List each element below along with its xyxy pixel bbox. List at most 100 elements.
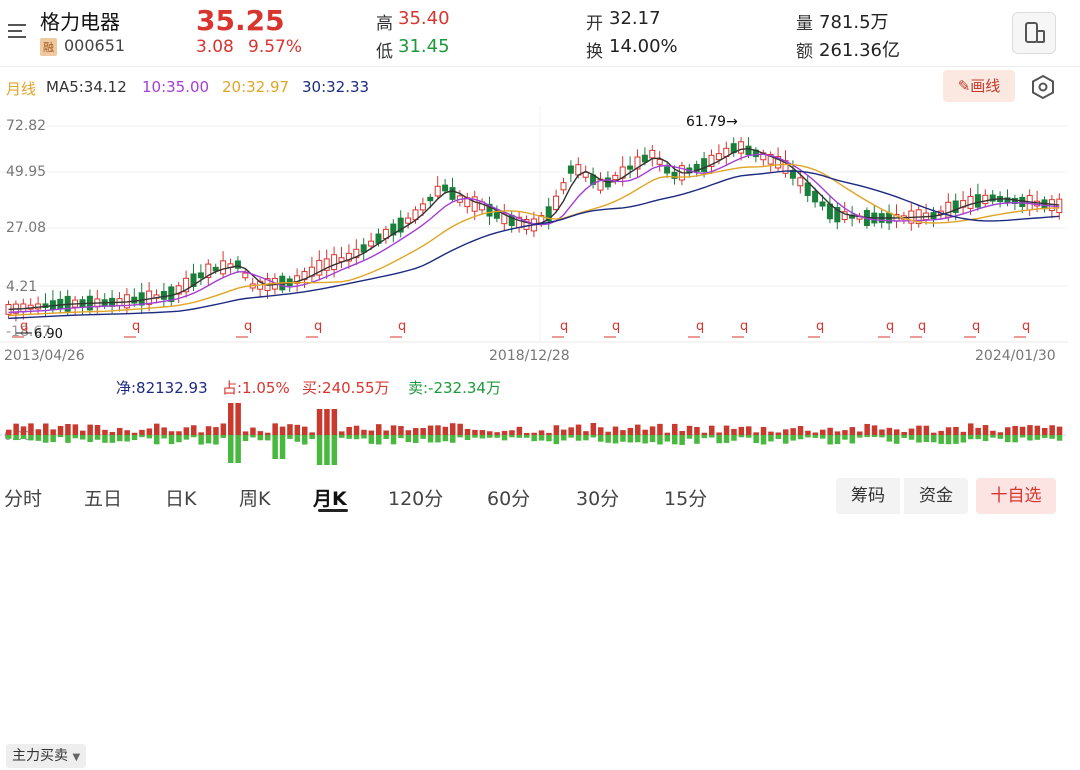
flow-bar-down bbox=[908, 435, 915, 440]
flow-bar-up bbox=[80, 430, 86, 435]
tab-minute[interactable]: 分时 bbox=[4, 488, 43, 510]
event-marker[interactable]: q bbox=[740, 319, 748, 334]
stock-name: 格力电器 bbox=[40, 10, 120, 34]
candle-body bbox=[323, 258, 330, 271]
flow-bar-up bbox=[916, 425, 922, 435]
flow-bar-up bbox=[894, 429, 900, 435]
tab-weekly-k[interactable]: 周K bbox=[239, 488, 271, 510]
capital-flow-chart: 0.00 bbox=[0, 403, 1068, 465]
flow-bar-up bbox=[109, 431, 116, 435]
flow-bar-up bbox=[442, 426, 449, 435]
candle-body bbox=[560, 182, 567, 191]
x-tick-mid: 2018/12/28 bbox=[489, 348, 570, 364]
event-marker[interactable]: q bbox=[244, 319, 252, 334]
max-price-annotation: 61.79→ bbox=[686, 114, 738, 130]
flow-bar-down bbox=[694, 435, 700, 444]
flow-bar-down bbox=[657, 435, 663, 445]
period-label[interactable]: 月线 bbox=[6, 80, 37, 98]
flow-bar-down bbox=[353, 435, 360, 440]
flow-indicator-select[interactable]: 主力买卖 ▼ bbox=[6, 744, 87, 768]
draw-line-label: 画线 bbox=[970, 77, 1001, 95]
flow-bar-down bbox=[146, 435, 153, 439]
flow-bar-up bbox=[198, 432, 204, 435]
flow-bar-down bbox=[679, 435, 685, 445]
candle-body bbox=[205, 263, 212, 279]
candlesticks bbox=[5, 137, 1063, 322]
flow-bar-down bbox=[191, 435, 197, 438]
kline-chart[interactable]: 72.82 49.95 27.08 4.21 -18.67 q q q q q q q q q q… bbox=[0, 106, 1080, 368]
flow-bar-up bbox=[191, 425, 197, 435]
flow-bar-up bbox=[1042, 428, 1048, 435]
settings-icon[interactable] bbox=[1030, 74, 1056, 100]
tab-30-min[interactable]: 30分 bbox=[576, 488, 620, 510]
draw-line-button[interactable]: ✎画线 bbox=[943, 70, 1015, 102]
tab-60-min[interactable]: 60分 bbox=[487, 488, 531, 510]
ma10-line bbox=[8, 153, 1060, 314]
flow-bar-up bbox=[353, 425, 360, 435]
flow-bar-up bbox=[35, 429, 42, 435]
event-marker[interactable]: q bbox=[1022, 319, 1030, 334]
flow-bar-down bbox=[516, 435, 523, 438]
flow-bar-down bbox=[250, 435, 256, 438]
flow-bar-down bbox=[457, 435, 463, 438]
flow-bar-down bbox=[524, 435, 530, 438]
flow-bar-up bbox=[94, 424, 101, 435]
volume-value: 781.5万 bbox=[819, 12, 889, 33]
flow-bar-down bbox=[94, 435, 101, 440]
add-watchlist-button[interactable]: 十自选 bbox=[976, 478, 1056, 514]
flow-bar-up bbox=[997, 432, 1004, 435]
menu-icon[interactable] bbox=[6, 20, 28, 42]
flow-bar-down bbox=[627, 435, 634, 443]
flow-bar-down bbox=[346, 435, 352, 439]
flow-bar-down bbox=[664, 435, 671, 442]
switch-stock-icon[interactable] bbox=[1012, 12, 1056, 54]
event-marker[interactable]: q bbox=[886, 319, 894, 334]
x-tick-end: 2024/01/30 bbox=[975, 348, 1056, 364]
flow-bar-up bbox=[6, 429, 12, 435]
event-marker[interactable]: q bbox=[132, 319, 140, 334]
candle-body bbox=[693, 163, 700, 172]
flow-bar-up bbox=[938, 430, 944, 435]
event-marker[interactable]: q bbox=[816, 319, 824, 334]
tab-15-min[interactable]: 15分 bbox=[664, 488, 708, 510]
event-marker[interactable]: q bbox=[696, 319, 704, 334]
flow-bar-down bbox=[294, 435, 301, 442]
tab-monthly-k[interactable]: 月K bbox=[313, 488, 347, 510]
candle-body bbox=[197, 272, 204, 279]
flow-bar-down bbox=[709, 435, 715, 438]
tab-120-min[interactable]: 120分 bbox=[388, 488, 444, 510]
current-price: 35.25 bbox=[196, 4, 285, 37]
flow-bar-up bbox=[1034, 425, 1041, 435]
flow-bar-down bbox=[57, 435, 64, 438]
funds-button[interactable]: 资金 bbox=[904, 478, 968, 514]
flow-bar-down bbox=[834, 435, 841, 445]
flow-bar-down bbox=[871, 435, 878, 438]
event-marker[interactable]: q bbox=[398, 319, 406, 334]
flow-bar-down bbox=[168, 435, 175, 445]
flow-bar-down bbox=[635, 435, 641, 443]
turnover-label: 换 bbox=[586, 42, 603, 62]
event-marker[interactable]: q bbox=[972, 319, 980, 334]
chips-button[interactable]: 筹码 bbox=[836, 478, 900, 514]
event-marker[interactable]: q bbox=[612, 319, 620, 334]
tab-daily-k[interactable]: 日K bbox=[165, 488, 197, 510]
event-marker[interactable]: q bbox=[314, 319, 322, 334]
flow-bar-down bbox=[35, 435, 42, 441]
event-marker[interactable]: q bbox=[560, 319, 568, 334]
event-marker[interactable]: q bbox=[20, 319, 28, 334]
tab-five-day[interactable]: 五日 bbox=[84, 488, 123, 510]
flow-bar-down bbox=[205, 435, 212, 444]
candle-body bbox=[331, 254, 338, 271]
flow-bar-down bbox=[331, 435, 338, 465]
flow-bar-down bbox=[109, 435, 116, 443]
flow-bar-up bbox=[524, 432, 530, 435]
flow-bar-up bbox=[982, 425, 989, 435]
flow-bar-down bbox=[435, 435, 441, 443]
flow-bar-up bbox=[501, 430, 508, 435]
flow-bar-down bbox=[235, 435, 241, 463]
flow-bar-up bbox=[228, 403, 234, 435]
event-marker[interactable]: q bbox=[918, 319, 926, 334]
candle-body bbox=[368, 240, 375, 247]
flow-bar-down bbox=[827, 435, 833, 445]
candle-body bbox=[1019, 196, 1026, 208]
